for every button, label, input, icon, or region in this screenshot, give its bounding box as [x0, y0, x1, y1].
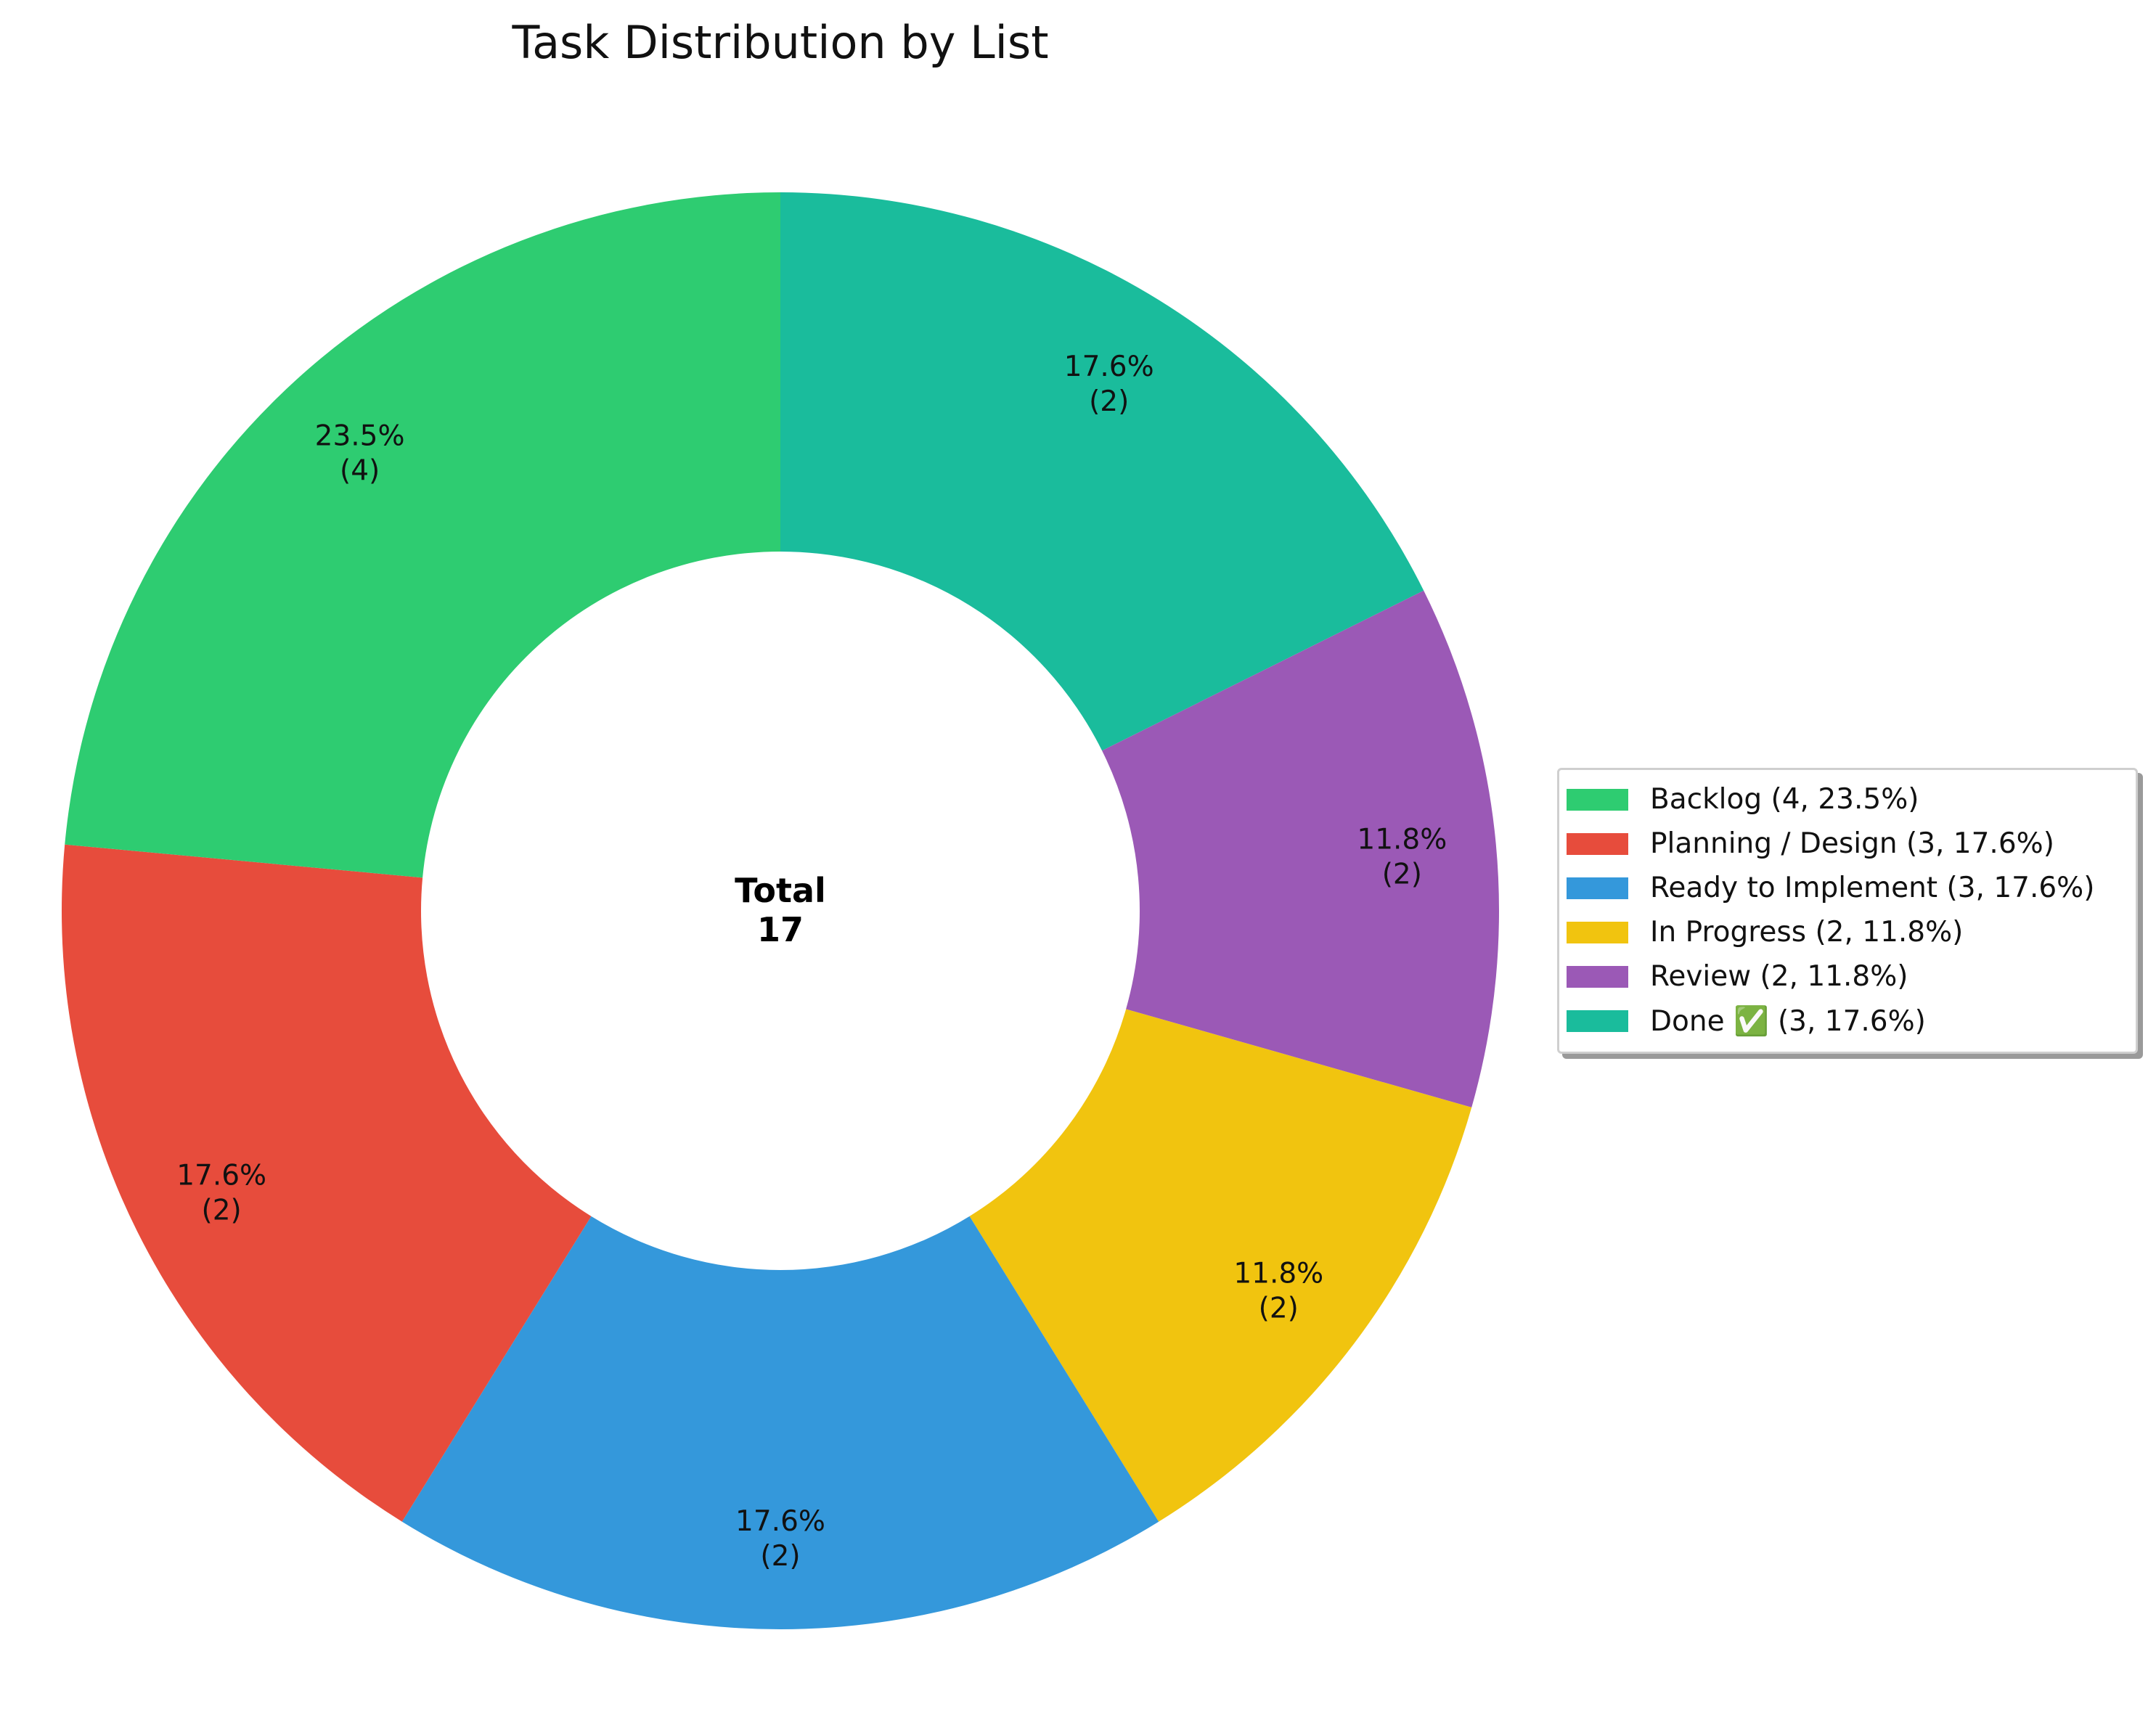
legend-item: Backlog (4, 23.5%): [1559, 777, 2136, 822]
center-total-label: Total: [735, 871, 826, 910]
slice-count-label: (2): [760, 1540, 800, 1573]
legend-swatch: [1567, 965, 1628, 988]
legend-swatch: [1567, 788, 1628, 811]
legend-item: In Progress (2, 11.8%): [1559, 910, 2136, 954]
slice-in-progress: [969, 1009, 1472, 1522]
slice-percent-label: 23.5%: [315, 419, 405, 452]
legend-label: Done ✅ (3, 17.6%): [1650, 1004, 1926, 1038]
legend-swatch: [1567, 877, 1628, 899]
slice-percent-label: 11.8%: [1357, 824, 1447, 856]
slice-count-label: (2): [202, 1194, 242, 1226]
slice-count-label: (4): [340, 454, 380, 487]
slice-ready-to-implement: [401, 1216, 1159, 1629]
legend-label: In Progress (2, 11.8%): [1650, 916, 1964, 949]
center-total-value: 17: [757, 910, 804, 949]
slice-count-label: (2): [1259, 1292, 1299, 1324]
legend-label: Planning / Design (3, 17.6%): [1650, 827, 2054, 860]
legend-label: Backlog (4, 23.5%): [1650, 783, 1919, 816]
legend-item: Planning / Design (3, 17.6%): [1559, 822, 2136, 866]
slice-done: [780, 192, 1424, 751]
legend-swatch: [1567, 832, 1628, 855]
slice-count-label: (2): [1382, 859, 1422, 891]
legend-item: Ready to Implement (3, 17.6%): [1559, 866, 2136, 910]
donut-chart: 17.6%(2)11.8%(2)11.8%(2)17.6%(2)17.6%(2)…: [62, 192, 1499, 1629]
legend-label: Review (2, 11.8%): [1650, 960, 1908, 993]
legend-item: Done ✅ (3, 17.6%): [1559, 999, 2136, 1043]
slice-percent-label: 17.6%: [176, 1159, 266, 1192]
legend-item: Review (2, 11.8%): [1559, 954, 2136, 999]
slice-labels: 17.6%(2)11.8%(2)11.8%(2)17.6%(2)17.6%(2)…: [176, 351, 1447, 1573]
donut-slices: [62, 192, 1499, 1629]
legend-label: Ready to Implement (3, 17.6%): [1650, 872, 2095, 904]
slice-percent-label: 17.6%: [735, 1505, 825, 1538]
legend-swatch: [1567, 921, 1628, 943]
slice-count-label: (2): [1089, 385, 1129, 418]
legend: Backlog (4, 23.5%) Planning / Design (3, …: [1557, 768, 2138, 1054]
slice-backlog: [65, 192, 781, 878]
legend-swatch: [1567, 1010, 1628, 1032]
chart-title: Task Distribution by List: [512, 16, 1049, 69]
slice-percent-label: 11.8%: [1233, 1257, 1323, 1290]
slice-planning-design: [62, 844, 592, 1522]
slice-review: [1102, 590, 1499, 1107]
slice-percent-label: 17.6%: [1064, 351, 1154, 383]
